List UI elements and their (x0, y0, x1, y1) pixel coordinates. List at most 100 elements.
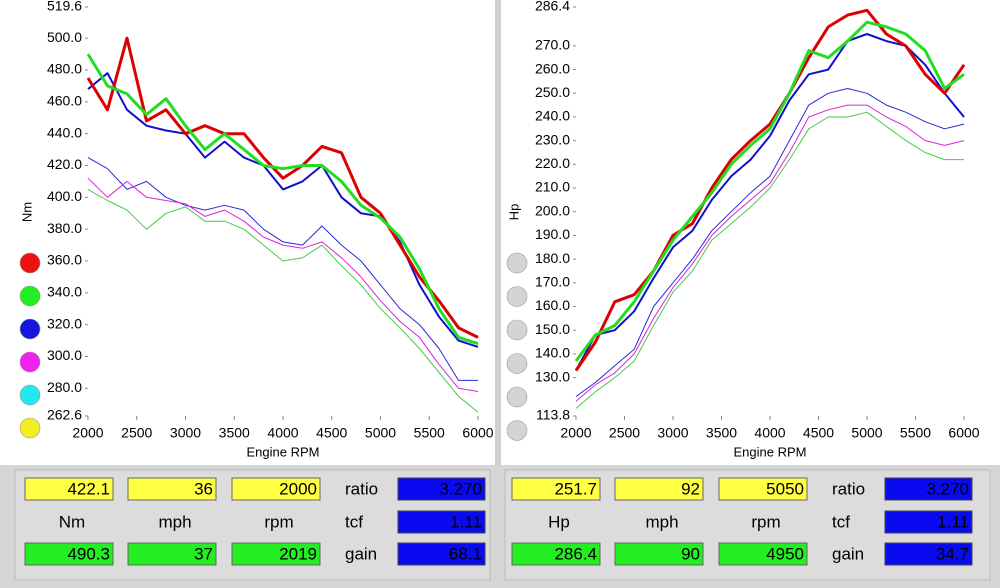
legend-dot (19, 384, 41, 406)
y-tick-label: 230.0 (535, 131, 570, 147)
series-line (87, 72, 479, 348)
x-tick-label: 4000 (754, 425, 785, 441)
readout-unit: Hp (548, 512, 570, 531)
readout-box (511, 542, 601, 566)
x-tick-label: 6000 (462, 425, 493, 441)
x-tick-label: 4500 (316, 425, 347, 441)
series-line (575, 111, 964, 409)
readout-value: 92 (681, 479, 700, 498)
legend-dot (19, 417, 41, 439)
series-line (87, 157, 478, 381)
y-tick-label: 500.0 (47, 29, 82, 45)
y-tick-label: 260.0 (535, 60, 570, 76)
factor-label: tcf (832, 512, 850, 531)
readout-box (718, 477, 808, 501)
y-tick-label: 140.0 (535, 345, 570, 361)
readout-unit: rpm (751, 512, 780, 531)
y-tick-label: 240.0 (535, 108, 570, 124)
y-tick-label: 220.0 (535, 155, 570, 171)
y-tick-label: 113.8 (536, 407, 570, 423)
readout-value: 2019 (279, 544, 317, 563)
factor-label: tcf (345, 512, 363, 531)
y-tick-label: 280.0 (47, 379, 82, 395)
y-axis-label: Nm (19, 202, 34, 222)
x-tick-label: 3000 (170, 425, 201, 441)
factor-value: 68.1 (449, 544, 482, 563)
legend-dot (506, 319, 528, 341)
factor-value: 34.7 (936, 544, 969, 563)
y-tick-label: 160.0 (535, 297, 570, 313)
x-tick-label: 2000 (560, 425, 591, 441)
y-tick-label: 286.4 (535, 0, 570, 14)
series-line (574, 8, 966, 372)
factor-label: gain (345, 544, 377, 563)
series-line (87, 188, 479, 413)
y-axis-label: Hp (506, 204, 521, 221)
readout-value: 37 (194, 544, 213, 563)
readout-value: 5050 (766, 479, 804, 498)
x-tick-label: 5500 (414, 425, 445, 441)
readout-box (231, 542, 321, 566)
x-tick-label: 3500 (706, 425, 737, 441)
legend-dot (19, 318, 41, 340)
y-tick-label: 340.0 (47, 284, 82, 300)
readout-value: 2000 (279, 479, 317, 498)
readout-box (231, 477, 321, 501)
y-tick-label: 519.6 (47, 0, 82, 14)
readout-value: 422.1 (67, 479, 110, 498)
y-tick-label: 400.0 (47, 188, 82, 204)
y-tick-label: 270.0 (535, 37, 570, 53)
x-tick-label: 4500 (803, 425, 834, 441)
series-line (86, 36, 479, 339)
y-tick-label: 380.0 (47, 220, 82, 236)
readout-value: 4950 (766, 544, 804, 563)
factor-value: 3.270 (926, 479, 969, 498)
readout-value: 286.4 (554, 544, 597, 563)
y-tick-label: 170.0 (535, 274, 570, 290)
y-tick-label: 150.0 (535, 321, 570, 337)
factor-box (884, 510, 973, 534)
legend-dot (506, 420, 528, 441)
readout-box (127, 542, 217, 566)
readout-unit: mph (158, 512, 191, 531)
series-line (86, 53, 479, 346)
factor-box (884, 542, 973, 566)
x-tick-label: 2500 (121, 425, 152, 441)
x-axis-label: Engine RPM (734, 444, 807, 459)
readout-value: 251.7 (554, 479, 597, 498)
legend-dot (506, 252, 528, 274)
readout-value: 490.3 (67, 544, 110, 563)
series-line (575, 88, 965, 398)
factor-value: 1.11 (937, 512, 969, 531)
readout-box (24, 542, 114, 566)
y-tick-label: 250.0 (535, 84, 570, 100)
y-tick-label: 300.0 (47, 347, 82, 363)
y-tick-label: 210.0 (535, 179, 570, 195)
x-tick-label: 3000 (657, 425, 688, 441)
factor-box (397, 510, 486, 534)
legend-dot (506, 386, 528, 408)
readout-unit: Nm (59, 512, 85, 531)
readout-box (614, 542, 704, 566)
y-tick-label: 480.0 (47, 61, 82, 77)
x-tick-label: 5000 (365, 425, 396, 441)
y-tick-label: 460.0 (47, 93, 82, 109)
legend-dot (19, 285, 41, 307)
x-tick-label: 5500 (900, 425, 931, 441)
x-tick-label: 3500 (219, 425, 250, 441)
x-tick-label: 5000 (851, 425, 882, 441)
separator (495, 0, 501, 468)
x-tick-label: 6000 (948, 425, 979, 441)
factor-label: ratio (345, 479, 378, 498)
readout-box (614, 477, 704, 501)
series-line (575, 33, 965, 371)
factor-value: 3.270 (439, 479, 482, 498)
factor-label: ratio (832, 479, 865, 498)
y-tick-label: 420.0 (47, 156, 82, 172)
readout-box (24, 477, 114, 501)
y-tick-label: 320.0 (47, 315, 82, 331)
y-tick-label: 180.0 (535, 250, 570, 266)
readout-unit: mph (645, 512, 678, 531)
